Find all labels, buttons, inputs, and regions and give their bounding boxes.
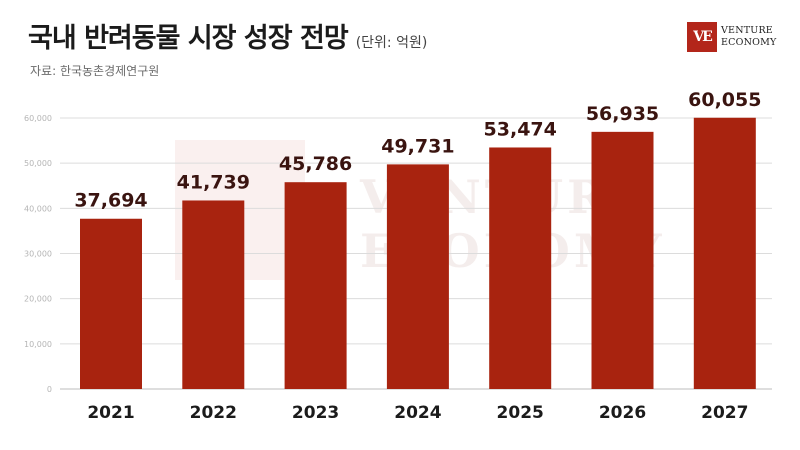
bar [80,218,142,389]
data-label: 49,731 [381,135,454,157]
bar [489,147,552,389]
data-label: 37,694 [74,190,147,212]
data-label: 41,739 [177,171,250,193]
bar [693,117,756,389]
y-tick-label: 50,000 [24,159,52,168]
x-tick-label: 2027 [701,403,748,423]
y-tick-label: 0 [47,385,52,394]
y-tick-label: 20,000 [24,295,52,304]
x-tick-label: 2026 [599,403,646,423]
logo-wordmark: VENTURE ECONOMY [721,25,777,49]
source-label: 자료: 한국농촌경제연구원 [30,64,160,78]
logo-mark: VE [687,22,717,52]
x-tick-label: 2024 [394,403,441,423]
data-label: 56,935 [586,103,659,125]
bar [386,164,449,389]
y-tick-label: 40,000 [24,204,52,213]
y-tick-label: 10,000 [24,340,52,349]
y-tick-label: 60,000 [24,114,52,123]
venture-economy-logo: VE VENTURE ECONOMY [687,22,777,52]
x-tick-label: 2025 [497,403,544,423]
x-tick-label: 2022 [190,403,237,423]
x-tick-label: 2023 [292,403,339,423]
data-label: 53,474 [484,118,557,140]
x-tick-label: 2021 [87,403,134,423]
y-tick-label: 30,000 [24,250,52,259]
data-label: 60,055 [688,89,761,111]
logo-line2: ECONOMY [721,37,777,48]
logo-line1: VENTURE [721,25,773,36]
bar [182,200,245,389]
unit-label: (단위: 억원) [355,35,428,51]
bar [591,131,654,390]
bar [284,182,347,389]
chart-title: 국내 반려동물 시장 성장 전망 [28,23,349,54]
title-row: 국내 반려동물 시장 성장 전망 (단위: 억원) [28,16,427,55]
data-label: 45,786 [279,153,352,175]
